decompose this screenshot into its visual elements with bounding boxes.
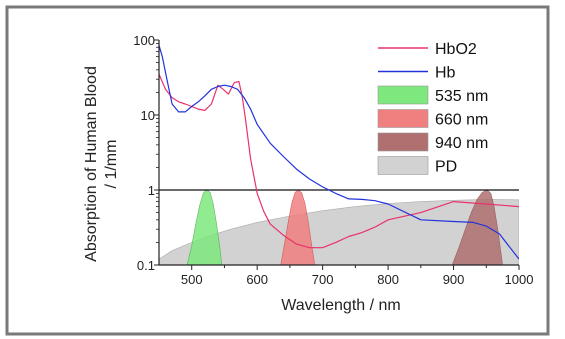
figure-border [5,5,550,336]
series-line-hbo2 [159,73,519,249]
legend-label-660-nm: 660 nm [435,112,488,129]
legend-label-940-nm: 940 nm [435,135,488,152]
x-tick-label: 1000 [505,272,534,287]
legend-swatch-pd [377,156,429,175]
x-tick-label: 600 [246,272,268,287]
legend-label-hb: Hb [435,65,456,82]
x-axis-label: Wavelength / nm [281,297,400,314]
legend-swatch-940-nm [377,132,429,152]
legend-label-535-nm: 535 nm [435,88,488,105]
legend-label-pd: PD [435,159,457,176]
legend-swatch-660-nm [377,109,429,128]
y-tick-label: 100 [133,33,155,48]
y-tick-label: 0.1 [137,258,155,273]
x-tick-label: 900 [443,272,465,287]
x-tick-label: 800 [377,272,399,287]
band-940-nm [451,189,503,265]
y-axis-label-line1: Absorption of Human Blood [83,66,100,262]
legend-swatch-535-nm [377,85,429,105]
x-tick-label: 700 [312,272,334,287]
y-axis-label-line2: / 1/mm [103,140,120,189]
band-535-nm [186,189,223,265]
legend: HbO2 Hb 535 nm 660 nm 940 nm PD [377,41,488,176]
legend-label-hbo2: HbO2 [435,41,477,58]
plot-area [159,45,519,265]
axes: 500 600 700 800 900 1000 0.1 1 10 100 [133,33,533,287]
series-line-hb [159,45,519,260]
x-tick-label: 500 [181,272,203,287]
y-tick-label: 10 [141,108,155,123]
y-tick-label: 1 [148,183,155,198]
